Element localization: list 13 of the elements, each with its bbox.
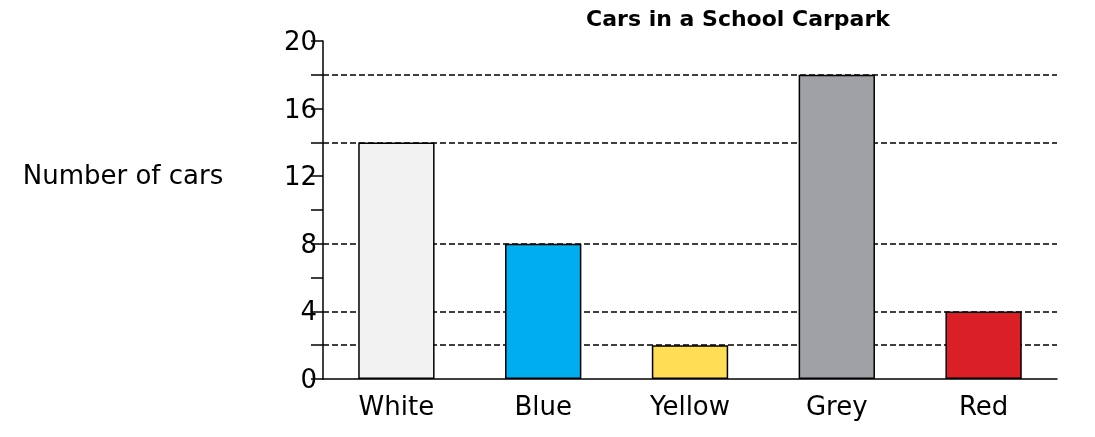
y-tick-label: 16 <box>283 93 317 124</box>
y-tick-label: 0 <box>300 364 317 394</box>
x-tick-label: Grey <box>805 391 868 421</box>
y-tick-label: 12 <box>283 161 317 192</box>
x-tick-label: White <box>358 391 435 421</box>
chart-title: Cars in a School Carpark <box>586 5 892 31</box>
y-tick-label: 8 <box>300 228 317 259</box>
y-axis-title: Number of cars <box>22 160 224 190</box>
x-tick-label: Yellow <box>648 391 731 421</box>
x-tick-label: Blue <box>514 391 572 421</box>
y-tick-label: 20 <box>283 26 317 56</box>
x-tick-label: Red <box>958 391 1009 421</box>
y-tick-label: 4 <box>300 296 317 327</box>
